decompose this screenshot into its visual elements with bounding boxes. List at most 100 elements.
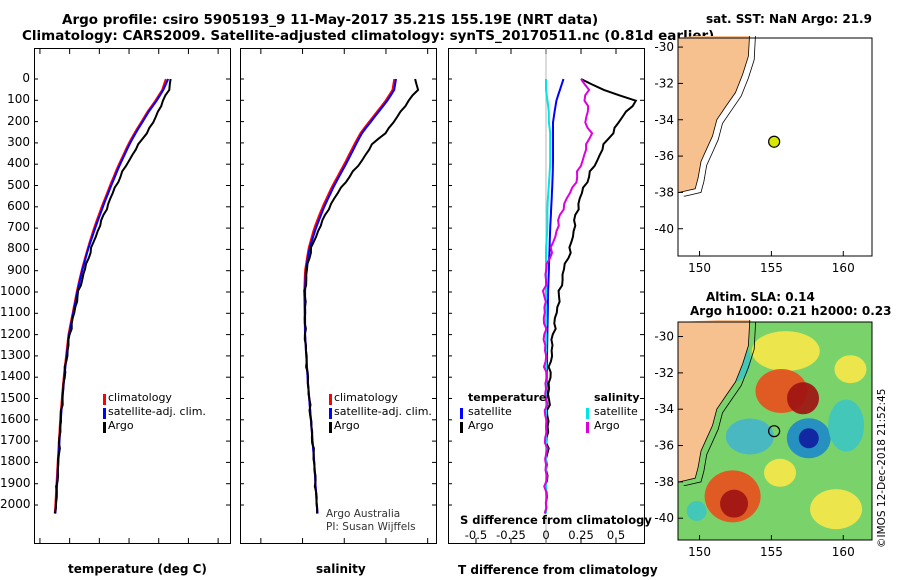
diff-legend-marker xyxy=(460,408,463,419)
sla-anomaly-blob xyxy=(686,500,707,521)
diff-legend-marker xyxy=(586,408,589,419)
temperature-xlabel: temperature (deg C) xyxy=(68,562,207,576)
plot-title-line2: Climatology: CARS2009. Satellite-adjuste… xyxy=(22,28,715,44)
temp-legend-sat: satellite-adj. clim. xyxy=(108,405,206,418)
credit-line1: Argo Australia xyxy=(326,508,401,520)
depth-tick-label: 1800 xyxy=(0,454,31,469)
diff-legend-s-sat: satellite xyxy=(594,405,638,418)
s-tick-label: 0 xyxy=(542,528,549,542)
sla-map: 150 155 160 -30 -32 -34 -36 -38 -40 xyxy=(654,320,873,559)
lat-tick-label: -32 xyxy=(654,76,674,90)
argo-position-marker xyxy=(768,135,781,148)
argo-position-marker xyxy=(768,425,781,438)
diff-legend-temperature: temperature xyxy=(468,391,547,404)
sla-anomaly-blob xyxy=(798,428,819,449)
sla-anomaly-blob xyxy=(834,355,867,384)
diff-legend-t-argo: Argo xyxy=(468,419,494,432)
temp-legend-argo: Argo xyxy=(108,419,134,432)
s-tick-label: -0.25 xyxy=(496,528,526,542)
sla-anomaly-blob xyxy=(725,418,774,455)
diff-legend-s-argo: Argo xyxy=(594,419,620,432)
depth-tick-label: 1500 xyxy=(0,390,31,405)
depth-tick-label: 900 xyxy=(7,262,30,277)
lon-tick-label: 155 xyxy=(760,545,783,559)
lon-tick-label: 150 xyxy=(688,261,711,275)
plot-frame xyxy=(34,48,231,544)
sla-map-title-line1: Altim. SLA: 0.14 xyxy=(706,290,815,304)
sal-legend-marker xyxy=(329,422,332,433)
land-mass xyxy=(678,320,750,482)
diff-legend-marker xyxy=(460,422,463,433)
depth-tick-label: 0 xyxy=(22,71,30,85)
plot-title-line1: Argo profile: csiro 5905193_9 11-May-201… xyxy=(62,12,599,28)
imos-timestamp: ©IMOS 12-Dec-2018 21:52:45 xyxy=(876,388,888,548)
sla-anomaly-blob xyxy=(764,458,797,487)
depth-tick-label: 1900 xyxy=(0,475,31,490)
depth-tick-label: 600 xyxy=(7,198,30,213)
temperature-plot: 051015202530 xyxy=(34,48,231,544)
depth-tick-label: 400 xyxy=(7,156,30,171)
sla-anomaly-blob xyxy=(828,399,865,452)
sla-anomaly-blob xyxy=(720,489,749,518)
sal-legend-sat: satellite-adj. clim. xyxy=(334,405,432,418)
lat-tick-label: -36 xyxy=(654,439,674,453)
sla-anomaly-blob xyxy=(751,331,820,372)
sst-map-title: sat. SST: NaN Argo: 21.9 xyxy=(706,12,872,26)
temp-legend-marker xyxy=(103,394,106,405)
diff-legend-t-sat: satellite xyxy=(468,405,512,418)
land-mass xyxy=(678,36,750,193)
temp-legend-clim: climatology xyxy=(108,391,172,404)
diff-legend-marker xyxy=(586,422,589,433)
plot-frame xyxy=(240,48,437,544)
lat-tick-label: -38 xyxy=(654,475,674,489)
coastline xyxy=(678,36,750,193)
depth-tick-label: 2000 xyxy=(0,497,31,511)
lon-tick-label: 150 xyxy=(688,545,711,559)
temp-legend-marker xyxy=(103,422,106,433)
sal-legend-marker xyxy=(329,394,332,405)
isobath-line xyxy=(683,36,756,197)
diff-line-s-argo xyxy=(541,78,594,514)
sal-legend-clim: climatology xyxy=(334,391,398,404)
diff-legend-salinity: salinity xyxy=(594,391,640,404)
credit-line2: PI: Susan Wijffels xyxy=(326,521,416,533)
lat-tick-label: -36 xyxy=(654,149,674,163)
depth-tick-label: 1400 xyxy=(0,369,31,384)
depth-tick-label: 200 xyxy=(7,113,30,128)
lat-tick-label: -30 xyxy=(654,40,674,54)
lat-tick-label: -34 xyxy=(654,402,674,416)
sla-map-title-line2: Argo h1000: 0.21 h2000: 0.23 xyxy=(690,304,892,318)
sla-anomaly-blob xyxy=(810,489,863,530)
s-tick-label: 0.5 xyxy=(607,528,625,542)
sst-map: 150 155 160 -30 -32 -34 -36 -38 -40 xyxy=(654,36,873,275)
s-difference-label: S difference from climatology xyxy=(460,513,652,527)
lon-tick-label: 160 xyxy=(832,545,855,559)
lon-tick-label: 160 xyxy=(832,261,855,275)
map-frame xyxy=(677,321,873,541)
depth-tick-label: 800 xyxy=(7,241,30,256)
map-frame xyxy=(677,37,873,257)
depth-tick-label: 1100 xyxy=(0,305,31,320)
difference-xlabel: T difference from climatology xyxy=(458,563,658,577)
lat-tick-label: -40 xyxy=(654,222,674,236)
coastline xyxy=(678,320,751,483)
lat-tick-label: -30 xyxy=(654,330,674,344)
temperature-line-argo xyxy=(53,78,172,514)
lat-tick-label: -38 xyxy=(654,185,674,199)
lat-tick-label: -40 xyxy=(654,511,674,525)
depth-tick-label: 1000 xyxy=(0,284,31,298)
depth-tick-label: 300 xyxy=(7,134,30,149)
depth-tick-label: 1200 xyxy=(0,326,31,341)
sla-anomaly-blob xyxy=(787,382,820,415)
depth-tick-label: 100 xyxy=(7,92,30,107)
depth-tick-label: 500 xyxy=(7,177,30,192)
depth-tick-label: 1600 xyxy=(0,411,31,426)
lon-tick-label: 155 xyxy=(760,261,783,275)
salinity-plot: 3434.53535.536 xyxy=(240,48,437,544)
lat-tick-label: -32 xyxy=(654,366,674,380)
s-tick-label: -0.5 xyxy=(465,528,487,542)
sal-legend-marker xyxy=(329,408,332,419)
sal-legend-argo: Argo xyxy=(334,419,360,432)
temp-legend-marker xyxy=(103,408,106,419)
